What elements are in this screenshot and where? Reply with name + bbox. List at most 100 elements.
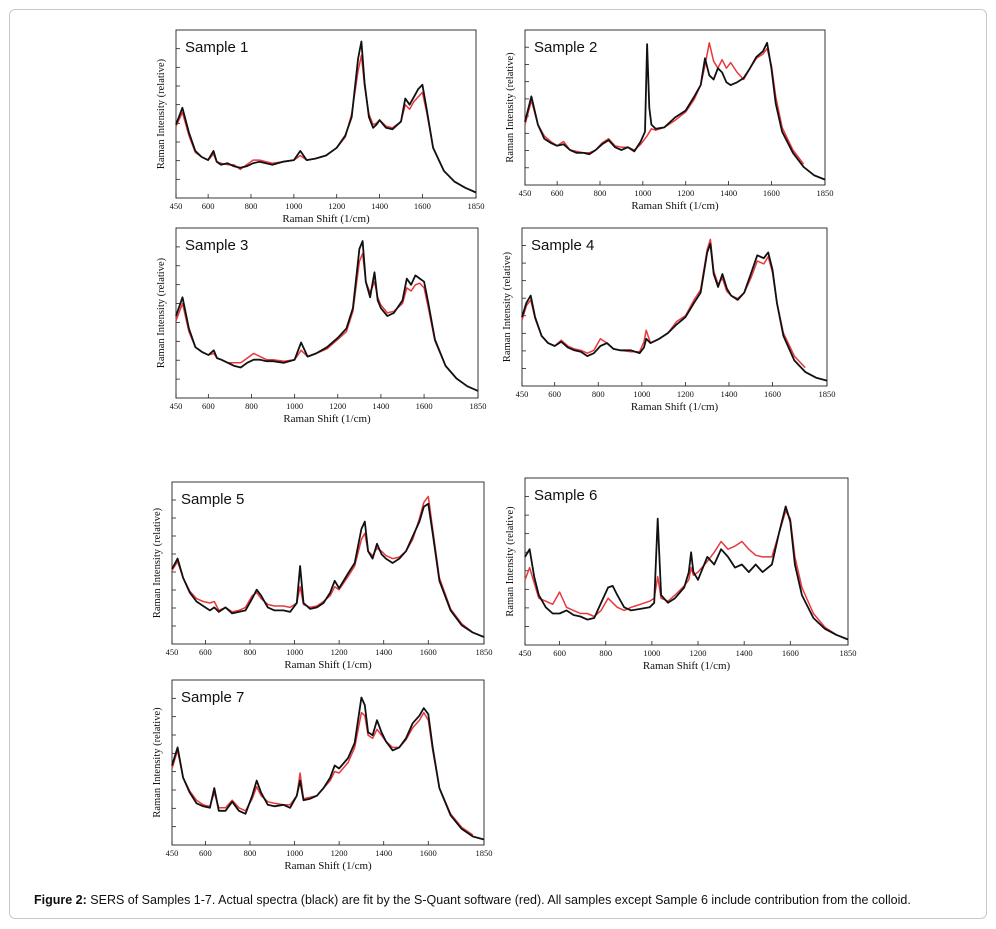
x-tick-label: 450 <box>166 647 179 657</box>
x-tick-label: 1850 <box>470 401 487 411</box>
x-tick-label: 1850 <box>819 389 836 399</box>
x-tick-label: 1000 <box>634 188 651 198</box>
x-tick-label: 800 <box>245 401 258 411</box>
fit-spectrum-line <box>524 510 837 636</box>
x-tick-label: 1850 <box>476 647 493 657</box>
y-axis-label: Raman Intensity (relative) <box>152 707 163 818</box>
x-tick-label: 1200 <box>328 201 345 211</box>
actual-spectrum-line <box>175 40 477 194</box>
x-tick-label: 600 <box>548 389 561 399</box>
x-tick-label: 800 <box>245 201 258 211</box>
x-tick-label: 1200 <box>331 647 348 657</box>
y-axis-label: Raman Intensity (relative) <box>505 52 516 163</box>
chart-svg-2: 450 600 800 1000 1200 1400 1600 1850 Raman Shift… <box>505 29 834 212</box>
x-tick-label: 1200 <box>690 648 707 658</box>
figure-caption: Figure 2: SERS of Samples 1-7. Actual sp… <box>34 893 974 907</box>
y-axis-label: Raman Intensity (relative) <box>156 58 167 169</box>
x-tick-label: 800 <box>599 648 612 658</box>
x-tick-label: 1600 <box>414 201 431 211</box>
x-tick-label: 600 <box>202 201 215 211</box>
x-tick-label: 600 <box>202 401 215 411</box>
chart-title: Sample 2 <box>534 39 597 56</box>
plot-frame <box>175 227 479 399</box>
actual-spectrum-line <box>171 696 485 841</box>
x-tick-label: 600 <box>199 647 212 657</box>
plot-frame <box>524 477 849 646</box>
x-tick-label: 1000 <box>286 401 303 411</box>
actual-spectrum-line <box>175 240 479 392</box>
x-tick-label: 1200 <box>329 401 346 411</box>
x-tick-label: 1850 <box>840 648 857 658</box>
x-tick-label: 1400 <box>371 201 388 211</box>
x-tick-label: 450 <box>516 389 529 399</box>
x-tick-label: 800 <box>592 389 605 399</box>
x-tick-label: 800 <box>244 647 257 657</box>
actual-spectrum-line <box>524 41 826 181</box>
y-axis-label: Raman Intensity (relative) <box>156 257 167 368</box>
x-tick-label: 1850 <box>817 188 834 198</box>
x-axis-label: Raman Shift (1/cm) <box>643 660 731 672</box>
x-tick-label: 1200 <box>677 188 694 198</box>
plot-frame <box>521 227 828 387</box>
x-tick-label: 450 <box>519 188 532 198</box>
x-tick-label: 1400 <box>736 648 753 658</box>
x-tick-label: 1400 <box>372 401 389 411</box>
x-tick-label: 1850 <box>476 848 493 858</box>
x-tick-label: 800 <box>594 188 607 198</box>
x-tick-label: 1400 <box>375 848 392 858</box>
x-tick-label: 450 <box>170 401 183 411</box>
x-tick-label: 1400 <box>720 188 737 198</box>
x-tick-label: 1600 <box>764 389 781 399</box>
x-tick-label: 1600 <box>416 401 433 411</box>
fit-spectrum-line <box>171 711 474 836</box>
plot-frame <box>175 29 477 199</box>
x-tick-label: 1850 <box>468 201 485 211</box>
x-tick-label: 800 <box>244 848 257 858</box>
x-tick-label: 1200 <box>677 389 694 399</box>
y-axis-label: Raman Intensity (relative) <box>152 507 163 618</box>
y-axis-label: Raman Intensity (relative) <box>502 251 513 362</box>
x-tick-label: 1600 <box>763 188 780 198</box>
chart-svg-5: 450 600 800 1000 1200 1400 1600 1850 Raman Shift… <box>152 481 493 671</box>
chart-svg-4: 450 600 800 1000 1200 1400 1600 1850 Raman Shift… <box>502 227 836 413</box>
chart-title: Sample 1 <box>185 39 248 56</box>
x-tick-label: 1600 <box>420 647 437 657</box>
x-tick-label: 600 <box>551 188 564 198</box>
plot-frame <box>171 481 485 645</box>
caption-label: Figure 2: <box>34 893 87 907</box>
x-tick-label: 1000 <box>285 201 302 211</box>
x-axis-label: Raman Shift (1/cm) <box>284 860 372 872</box>
actual-spectrum-line <box>524 505 849 641</box>
x-tick-label: 1600 <box>782 648 799 658</box>
x-tick-label: 1000 <box>633 389 650 399</box>
x-tick-label: 1000 <box>643 648 660 658</box>
chart-svg-7: 450 600 800 1000 1200 1400 1600 1850 Raman Shift… <box>152 679 493 872</box>
x-tick-label: 1400 <box>720 389 737 399</box>
x-axis-label: Raman Shift (1/cm) <box>282 213 370 225</box>
x-tick-label: 1600 <box>420 848 437 858</box>
x-tick-label: 450 <box>519 648 532 658</box>
x-tick-label: 600 <box>199 848 212 858</box>
x-tick-label: 1000 <box>286 647 303 657</box>
x-tick-label: 600 <box>553 648 566 658</box>
caption-text: SERS of Samples 1-7. Actual spectra (bla… <box>86 893 911 907</box>
actual-spectrum-line <box>521 242 828 382</box>
x-tick-label: 450 <box>166 848 179 858</box>
chart-title: Sample 3 <box>185 237 248 254</box>
chart-title: Sample 7 <box>181 689 244 706</box>
x-axis-label: Raman Shift (1/cm) <box>284 659 372 671</box>
x-tick-label: 1200 <box>331 848 348 858</box>
chart-svg-6: 450 600 800 1000 1200 1400 1600 1850 Raman Shift… <box>505 477 857 672</box>
chart-svg-1: 450 600 800 1000 1200 1400 1600 1850 Raman Shift… <box>156 29 485 225</box>
chart-title: Sample 4 <box>531 237 594 254</box>
actual-spectrum-line <box>171 502 485 638</box>
plot-frame <box>524 29 826 186</box>
x-axis-label: Raman Shift (1/cm) <box>631 200 719 212</box>
chart-svg-3: 450 600 800 1000 1200 1400 1600 1850 Raman Shift… <box>156 227 487 425</box>
x-axis-label: Raman Shift (1/cm) <box>283 413 371 425</box>
chart-title: Sample 6 <box>534 487 597 504</box>
chart-title: Sample 5 <box>181 491 244 508</box>
fit-spectrum-line <box>171 495 474 634</box>
x-axis-label: Raman Shift (1/cm) <box>631 401 719 413</box>
x-tick-label: 450 <box>170 201 183 211</box>
